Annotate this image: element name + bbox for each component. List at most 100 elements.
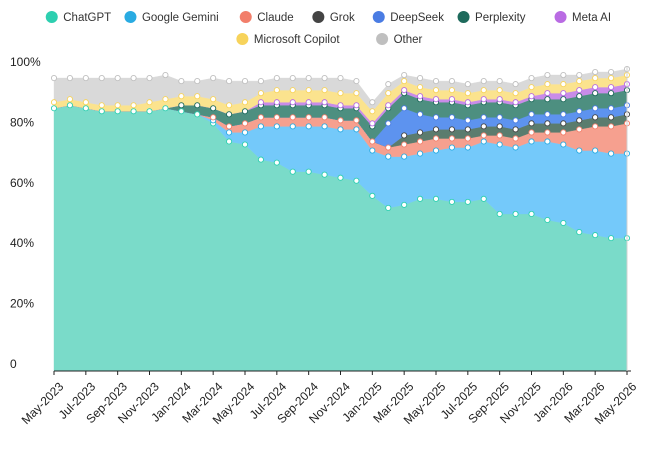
- point-grok-may-2025: [432, 126, 440, 133]
- point-meta-ai-jun-2024: [257, 99, 264, 106]
- point-other-apr-2024: [226, 78, 233, 85]
- point-claude-jun-2025: [448, 135, 455, 142]
- point-google-gemini-mar-2025: [401, 153, 408, 160]
- point-meta-ai-sep-2024: [305, 99, 312, 106]
- point-other-dec-2025: [544, 71, 551, 79]
- point-other-aug-2023: [98, 75, 105, 82]
- point-microsoft-copilot-jun-2023: [66, 96, 73, 103]
- point-microsoft-copilot-jan-2025: [369, 108, 376, 115]
- point-other-feb-2026: [576, 71, 583, 79]
- point-other-dec-2024: [353, 78, 360, 85]
- point-microsoft-copilot-sep-2025: [496, 87, 503, 94]
- y-tick-label: 40%: [10, 236, 34, 250]
- point-google-gemini-sep-2024: [305, 123, 312, 130]
- y-tick-label: 80%: [10, 115, 34, 129]
- point-other-jun-2024: [257, 78, 264, 85]
- point-chatgpt-sep-2025: [496, 210, 503, 218]
- point-google-gemini-may-2024: [241, 129, 249, 136]
- point-meta-ai-jan-2026: [560, 90, 567, 97]
- point-chatgpt-jan-2026: [560, 219, 567, 227]
- point-microsoft-copilot-jun-2024: [257, 90, 264, 97]
- point-other-oct-2023: [130, 75, 137, 82]
- legend-item-claude: Claude: [239, 11, 294, 24]
- point-chatgpt-apr-2026: [608, 235, 615, 242]
- point-other-nov-2024: [337, 75, 344, 82]
- point-perplexity-jan-2026: [560, 96, 567, 103]
- point-chatgpt-apr-2024: [226, 138, 233, 145]
- point-meta-ai-apr-2025: [417, 93, 424, 100]
- legend-swatch: [554, 11, 567, 23]
- point-google-gemini-jul-2024: [273, 123, 280, 130]
- point-other-feb-2025: [385, 81, 392, 88]
- point-other-jul-2025: [464, 81, 471, 88]
- point-chatgpt-dec-2023: [162, 105, 169, 112]
- point-chatgpt-may-2023: [50, 105, 58, 112]
- point-perplexity-jan-2024: [178, 102, 185, 109]
- point-other-sep-2025: [496, 78, 503, 85]
- legend-item-chatgpt: ChatGPT: [45, 11, 111, 24]
- point-microsoft-copilot-apr-2024: [226, 102, 233, 109]
- point-chatgpt-may-2025: [432, 195, 440, 202]
- legend-item-google-gemini: Google Gemini: [124, 11, 219, 24]
- point-perplexity-apr-2024: [226, 111, 233, 118]
- point-chatgpt-feb-2026: [576, 229, 583, 236]
- point-chatgpt-aug-2024: [289, 168, 296, 175]
- legend-swatch: [45, 11, 58, 23]
- point-meta-ai-may-2025: [432, 96, 440, 103]
- point-claude-apr-2024: [226, 123, 233, 130]
- point-claude-mar-2026: [592, 123, 599, 130]
- point-other-apr-2026: [608, 68, 615, 76]
- point-deepseek-sep-2025: [496, 114, 503, 121]
- point-google-gemini-jun-2025: [448, 144, 455, 151]
- point-microsoft-copilot-oct-2025: [512, 90, 519, 97]
- point-other-jan-2026: [560, 71, 567, 79]
- point-claude-oct-2025: [512, 135, 519, 142]
- data-markers: [50, 65, 631, 242]
- point-claude-jun-2024: [257, 114, 264, 121]
- point-other-jan-2024: [178, 78, 185, 85]
- point-perplexity-mar-2024: [210, 105, 217, 112]
- legend-label: Grok: [330, 12, 355, 24]
- point-claude-may-2024: [241, 120, 249, 127]
- point-grok-mar-2025: [401, 132, 408, 139]
- point-chatgpt-oct-2024: [321, 171, 328, 178]
- point-other-aug-2025: [480, 78, 487, 85]
- point-other-mar-2025: [401, 71, 408, 79]
- point-google-gemini-apr-2024: [226, 129, 233, 136]
- point-grok-mar-2026: [592, 114, 599, 121]
- x-axis-ticks: May-2023Jul-2023Sep-2023Nov-2023Jan-2024…: [19, 371, 640, 427]
- y-tick-label: 0: [10, 357, 17, 371]
- point-chatgpt-jul-2024: [273, 159, 280, 166]
- point-microsoft-copilot-jul-2023: [82, 99, 89, 106]
- point-claude-mar-2024: [210, 114, 217, 121]
- point-claude-jan-2026: [560, 129, 567, 136]
- point-chatgpt-mar-2026: [592, 232, 599, 239]
- point-chatgpt-feb-2024: [194, 111, 201, 118]
- point-other-sep-2023: [114, 75, 121, 82]
- point-chatgpt-jun-2023: [66, 102, 73, 109]
- point-microsoft-copilot-jan-2024: [178, 93, 185, 100]
- point-chatgpt-nov-2023: [146, 108, 153, 115]
- point-deepseek-feb-2026: [576, 108, 583, 115]
- point-other-dec-2023: [162, 71, 169, 79]
- point-google-gemini-jan-2025: [369, 147, 376, 154]
- point-grok-apr-2026: [608, 114, 615, 121]
- legend-label: ChatGPT: [63, 12, 111, 24]
- point-perplexity-apr-2026: [608, 90, 615, 97]
- point-chatgpt-jan-2025: [369, 192, 376, 199]
- point-meta-ai-aug-2025: [480, 96, 487, 103]
- point-claude-feb-2025: [385, 144, 392, 151]
- point-microsoft-copilot-apr-2026: [608, 75, 615, 82]
- legend-item-perplexity: Perplexity: [457, 11, 526, 24]
- point-chatgpt-feb-2025: [385, 204, 392, 211]
- point-microsoft-copilot-oct-2024: [321, 87, 328, 94]
- point-chatgpt-dec-2024: [353, 177, 360, 184]
- point-google-gemini-mar-2026: [592, 147, 599, 154]
- point-microsoft-copilot-jan-2026: [560, 81, 567, 88]
- point-deepseek-apr-2025: [417, 111, 424, 118]
- point-microsoft-copilot-jul-2024: [273, 87, 280, 94]
- point-grok-dec-2025: [544, 120, 551, 127]
- point-other-sep-2024: [305, 75, 312, 82]
- point-other-jun-2025: [448, 78, 455, 85]
